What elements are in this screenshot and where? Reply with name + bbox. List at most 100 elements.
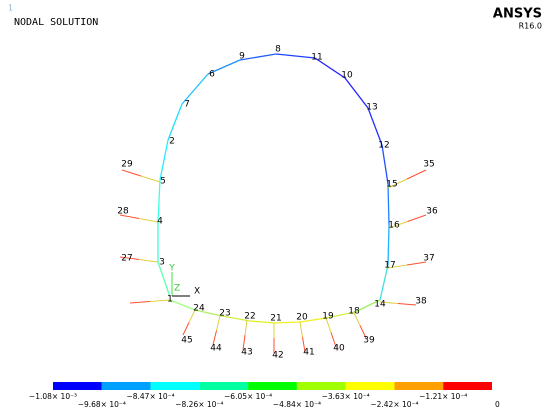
element-edge xyxy=(275,53,316,59)
legend-label: −3.63× 10⁻⁴ xyxy=(322,392,370,401)
spring xyxy=(379,301,399,304)
element-edge xyxy=(239,53,277,61)
node-label: 17 xyxy=(384,261,395,271)
plot-title: NODAL SOLUTION xyxy=(14,17,98,28)
spring xyxy=(138,218,159,223)
spring xyxy=(388,221,408,229)
legend-swatch xyxy=(345,382,395,390)
spring xyxy=(325,317,332,333)
spring xyxy=(387,178,408,189)
legend-label: −1.21× 10⁻⁴ xyxy=(419,392,467,401)
spring xyxy=(138,259,159,263)
node-label: 13 xyxy=(366,103,377,113)
node-label: 40 xyxy=(333,344,345,354)
element-edge xyxy=(354,299,381,313)
node-label: 8 xyxy=(275,45,281,55)
node-label: 19 xyxy=(322,312,334,322)
node-label: 7 xyxy=(184,100,190,110)
spring xyxy=(140,175,161,183)
node-label: 37 xyxy=(423,254,434,264)
element-edge xyxy=(169,299,196,311)
node-label: 29 xyxy=(121,160,133,170)
element-edge xyxy=(157,179,161,223)
element-edge xyxy=(274,321,301,324)
element-edge xyxy=(221,315,251,322)
element-edge xyxy=(157,261,171,298)
element-edge xyxy=(314,57,346,79)
triad-label: X xyxy=(194,287,200,297)
legend-swatch xyxy=(199,382,249,390)
legend-label: −4.84× 10⁻⁴ xyxy=(273,400,321,409)
legend-label: −8.47× 10⁻⁴ xyxy=(126,392,174,401)
brand: ANSYS xyxy=(493,7,542,22)
spring xyxy=(212,330,217,346)
element-edge xyxy=(387,224,390,266)
node-label: 45 xyxy=(181,336,192,346)
legend-swatch xyxy=(443,382,492,390)
node-label: 42 xyxy=(272,351,283,361)
node-label: 39 xyxy=(363,336,375,346)
spring xyxy=(216,315,221,331)
node-label: 28 xyxy=(117,207,129,217)
triad-label: Z xyxy=(174,284,180,294)
spring xyxy=(397,303,417,306)
spring xyxy=(406,169,427,180)
node-label: 16 xyxy=(388,221,400,231)
node-label: 21 xyxy=(270,314,281,324)
legend-swatch xyxy=(53,382,102,390)
legend-label: 0 xyxy=(495,400,500,409)
spring xyxy=(353,312,361,326)
node-label: 43 xyxy=(241,348,252,358)
spring xyxy=(407,214,427,222)
spring xyxy=(330,332,337,348)
legend-swatch xyxy=(296,382,346,390)
node-label: 27 xyxy=(121,254,132,264)
legend-label: −9.68× 10⁻⁴ xyxy=(78,400,126,409)
legend-label: −6.05× 10⁻⁴ xyxy=(224,392,272,401)
spring xyxy=(149,299,171,302)
node-label: 14 xyxy=(374,300,386,310)
element-edge xyxy=(325,311,356,319)
node-label: 9 xyxy=(239,52,245,62)
element-edge xyxy=(344,77,369,109)
element-edge xyxy=(387,183,390,226)
element-edge xyxy=(194,309,223,317)
spring xyxy=(121,169,142,177)
node-label: 44 xyxy=(210,344,222,354)
node-label: 3 xyxy=(159,258,165,268)
element-edge xyxy=(379,264,389,301)
node-label: 15 xyxy=(386,180,397,190)
spring xyxy=(129,301,151,304)
version: R16.0 xyxy=(519,22,542,31)
element-edge xyxy=(367,107,383,146)
node-label: 2 xyxy=(169,137,175,147)
spring xyxy=(387,264,408,269)
spring xyxy=(119,256,140,260)
spring xyxy=(359,325,367,339)
element-edge xyxy=(381,144,389,185)
node-label: 23 xyxy=(219,309,230,319)
node-label: 41 xyxy=(303,348,314,358)
node-label: 10 xyxy=(341,71,353,81)
legend-swatch xyxy=(101,382,151,390)
legend-label: −2.42× 10⁻⁴ xyxy=(370,400,418,409)
spring xyxy=(244,319,248,336)
element-edge xyxy=(181,73,209,105)
node-label: 24 xyxy=(193,304,205,314)
legend-label: −1.08× 10⁻³ xyxy=(29,392,77,401)
node-label: 20 xyxy=(296,313,308,323)
node-label: 1 xyxy=(167,295,173,305)
node-label: 36 xyxy=(426,207,438,217)
legend-swatch xyxy=(394,382,444,390)
window-number: 1 xyxy=(8,4,13,13)
element-edge xyxy=(167,103,183,141)
node-label: 22 xyxy=(244,312,255,322)
legend-swatch xyxy=(248,382,297,390)
node-label: 4 xyxy=(157,217,163,227)
triad-label: Y xyxy=(168,264,175,274)
node-label: 38 xyxy=(415,297,427,307)
element-edge xyxy=(249,320,276,324)
spring xyxy=(302,336,306,353)
